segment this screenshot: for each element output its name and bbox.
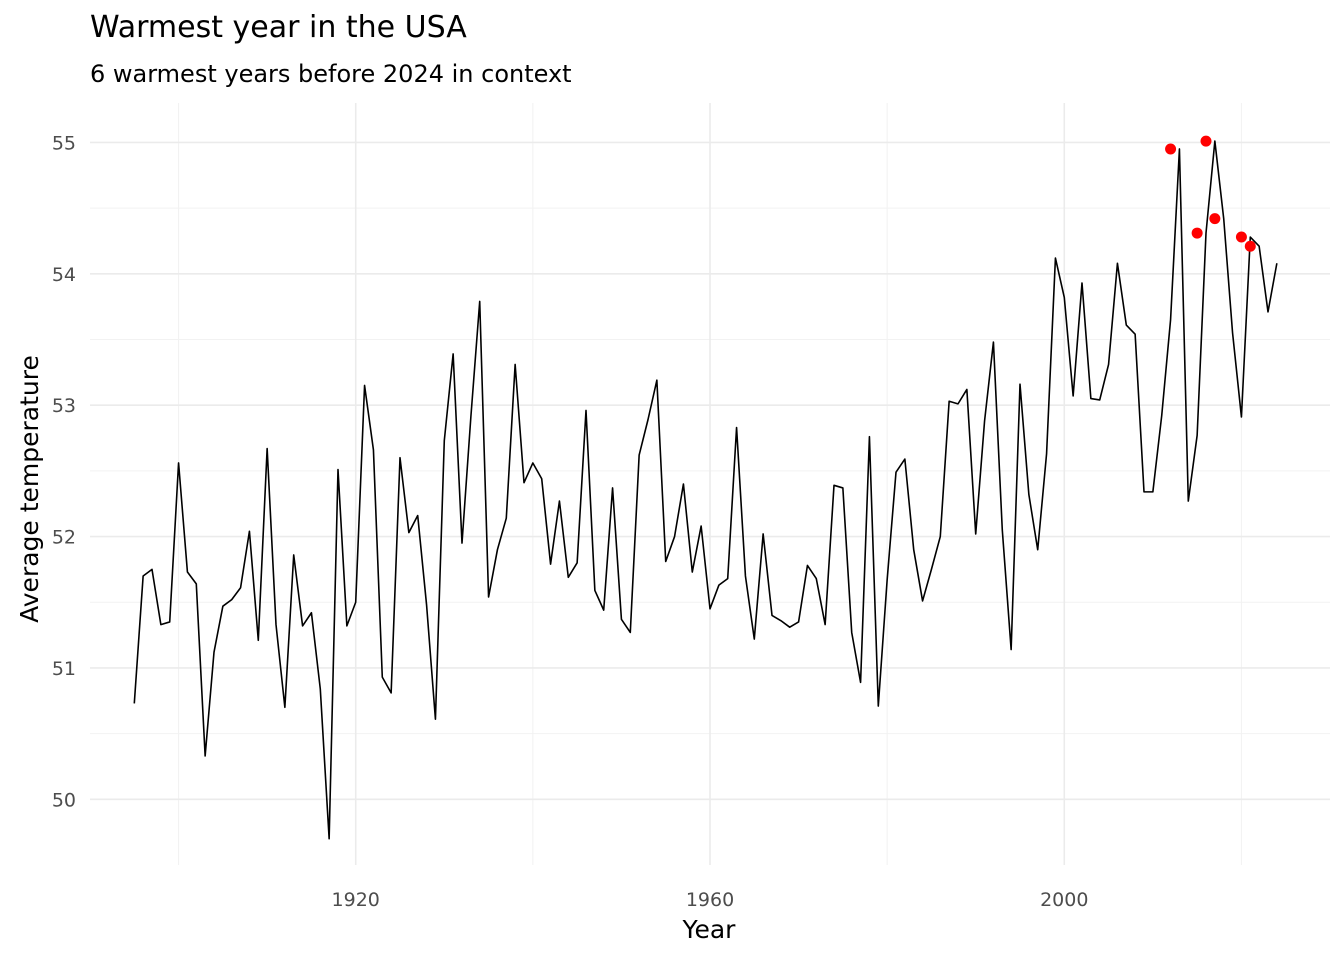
warm-year-point bbox=[1244, 240, 1256, 252]
y-tick-label: 52 bbox=[52, 527, 76, 549]
chart-subtitle: 6 warmest years before 2024 in context bbox=[90, 60, 572, 88]
major-grid bbox=[90, 103, 1330, 865]
y-axis-title: Average temperature bbox=[15, 355, 44, 623]
x-tick-label: 1960 bbox=[686, 889, 734, 911]
y-tick-label: 51 bbox=[52, 658, 76, 680]
warm-year-point bbox=[1191, 227, 1203, 239]
warm-year-point bbox=[1200, 135, 1212, 147]
x-tick-label: 2000 bbox=[1040, 889, 1088, 911]
warm-year-point bbox=[1235, 231, 1247, 243]
temperature-series-line bbox=[133, 140, 1278, 840]
chart-title: Warmest year in the USA bbox=[90, 10, 467, 45]
warm-year-point bbox=[1209, 213, 1221, 225]
x-axis-title: Year bbox=[682, 915, 737, 944]
y-tick-label: 50 bbox=[52, 789, 76, 811]
series-layer bbox=[133, 140, 1278, 840]
y-axis-ticks: 50 51 52 53 54 55 bbox=[52, 132, 76, 811]
x-tick-label: 1920 bbox=[332, 889, 380, 911]
y-tick-label: 54 bbox=[52, 264, 76, 286]
y-tick-label: 55 bbox=[52, 132, 76, 154]
x-axis-ticks: 1920 1960 2000 bbox=[332, 889, 1089, 911]
highlight-points bbox=[1165, 135, 1256, 252]
y-tick-label: 53 bbox=[52, 395, 76, 417]
warm-year-point bbox=[1165, 143, 1177, 155]
